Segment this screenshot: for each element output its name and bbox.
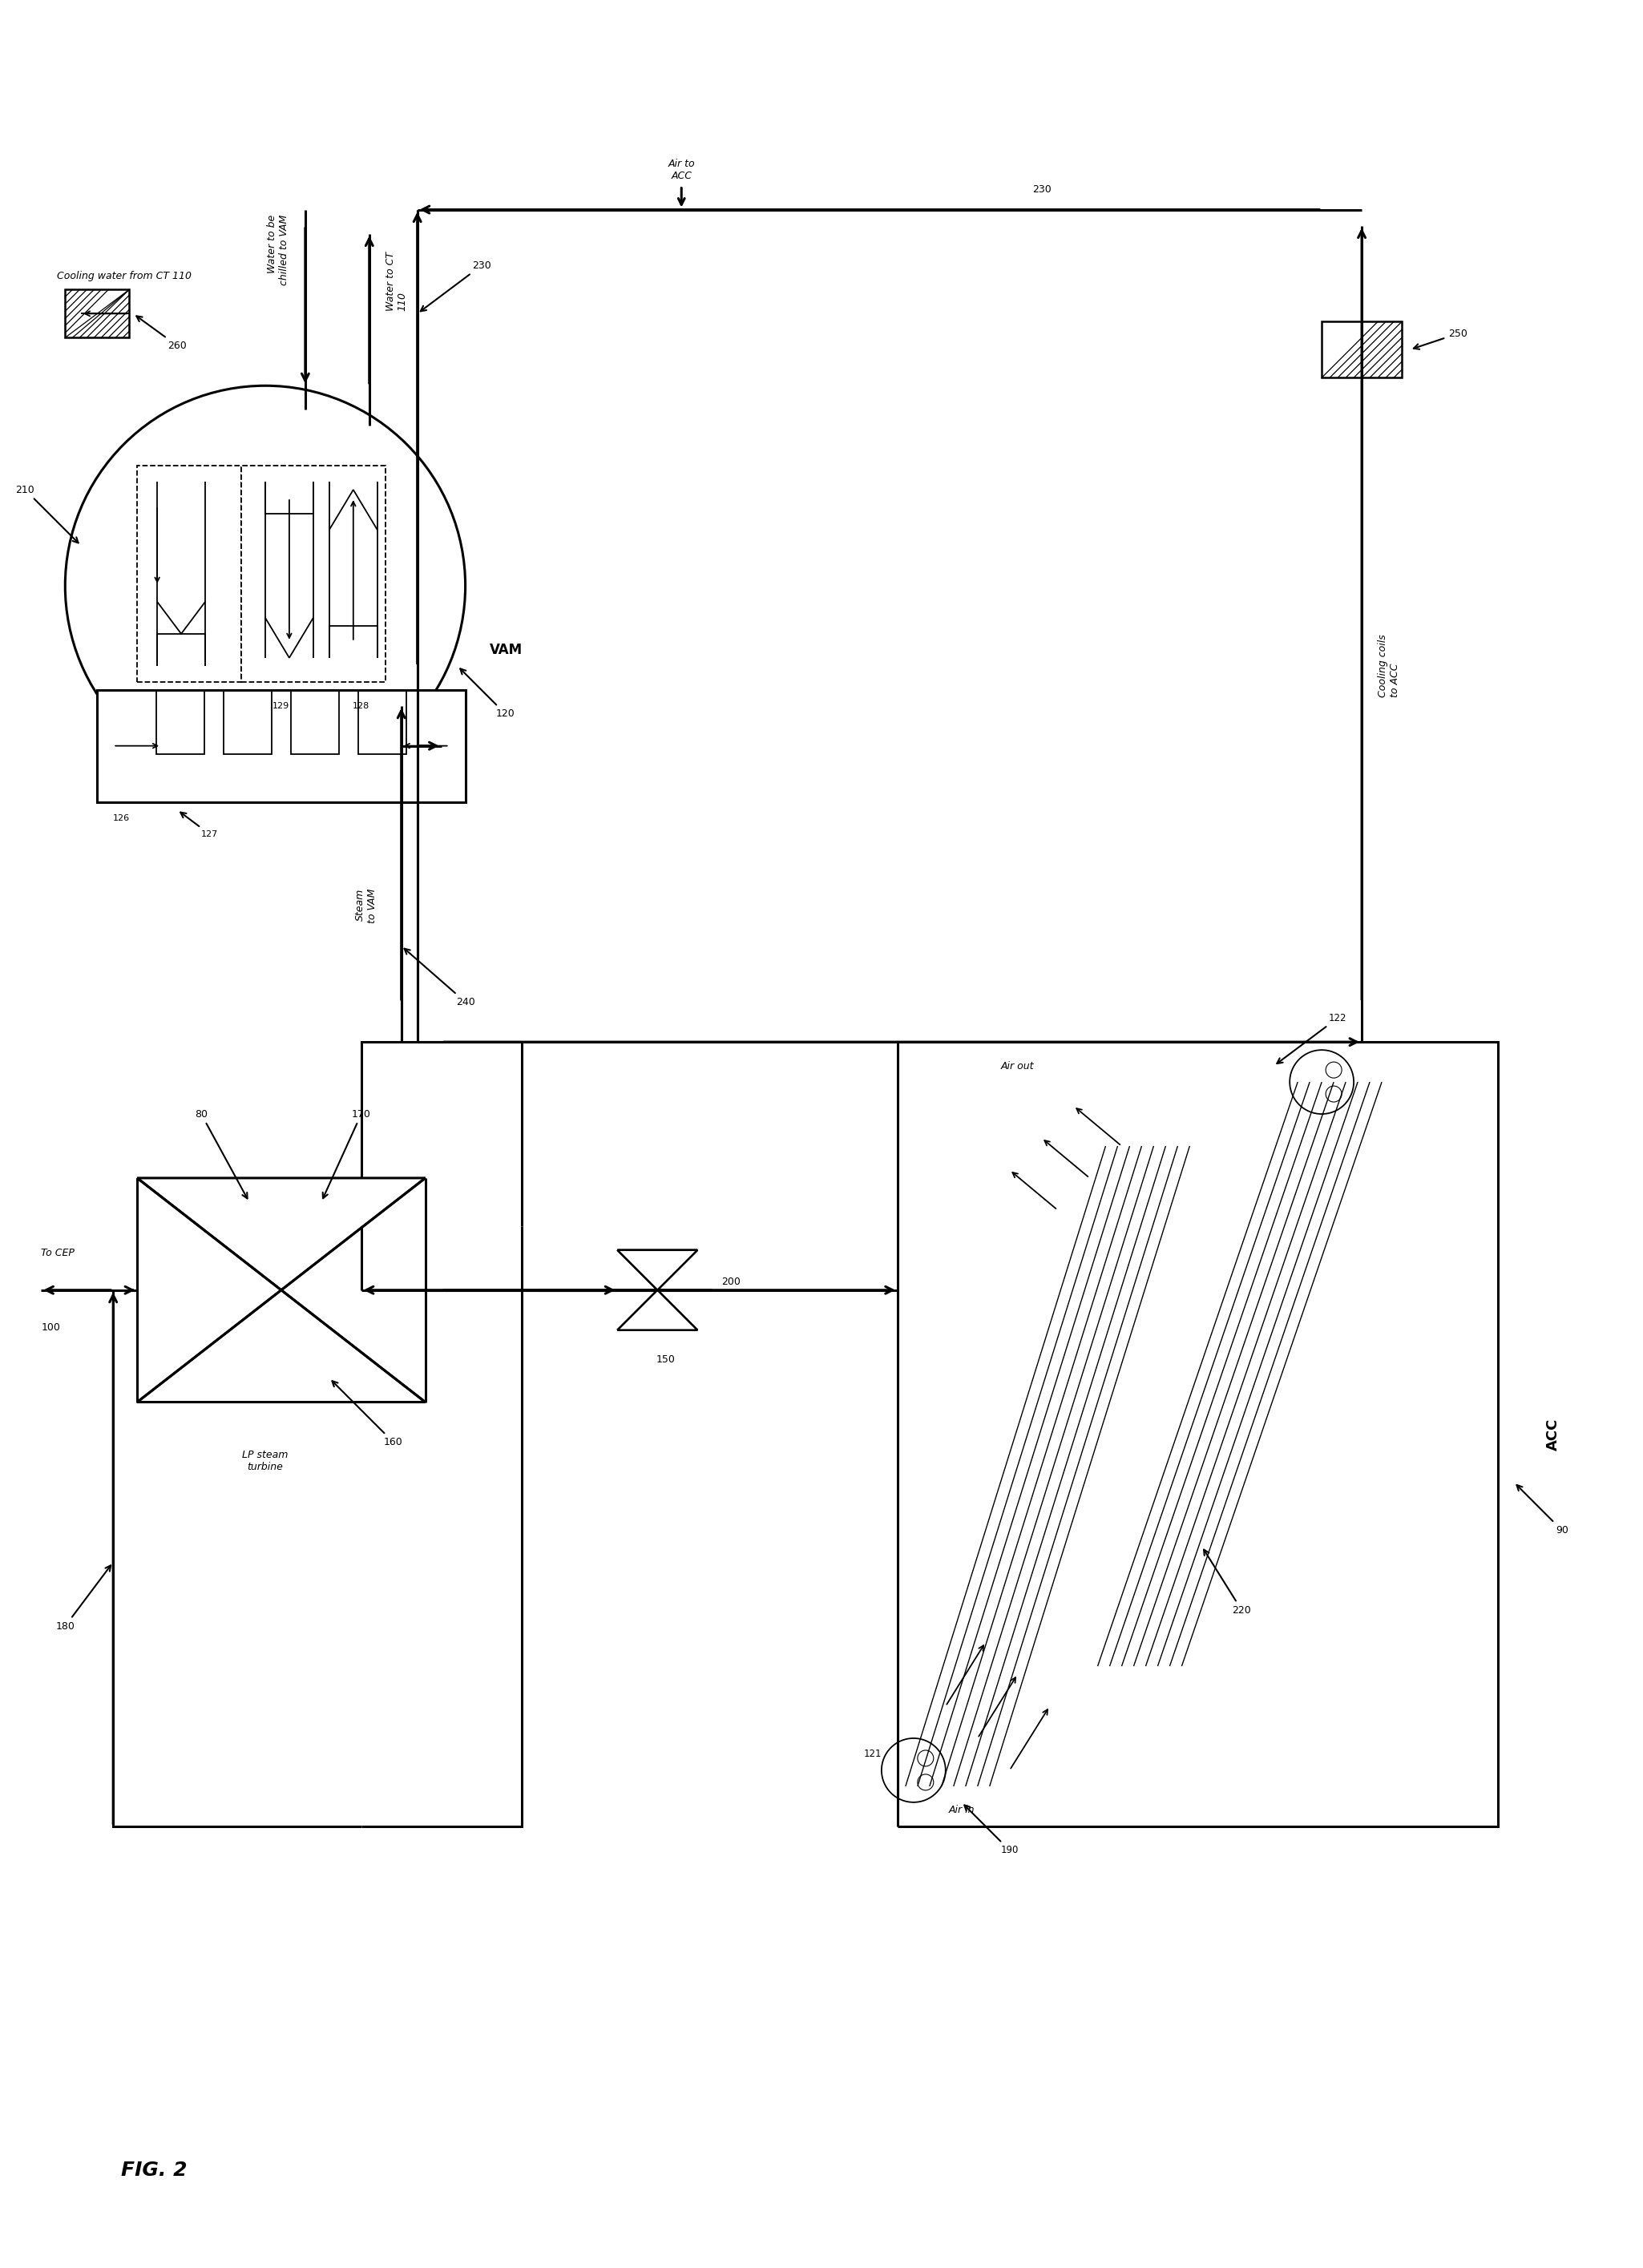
Bar bbox=[242, 465, 386, 683]
Polygon shape bbox=[136, 1290, 426, 1402]
Text: 80: 80 bbox=[196, 1109, 246, 1198]
Text: 100: 100 bbox=[41, 1322, 61, 1334]
Text: 210: 210 bbox=[15, 485, 79, 542]
Bar bbox=[1321, 322, 1401, 379]
Text: VAM: VAM bbox=[490, 642, 522, 658]
Text: 129: 129 bbox=[273, 701, 289, 710]
Text: 200: 200 bbox=[721, 1277, 741, 1288]
Text: 190: 190 bbox=[964, 1805, 1019, 1855]
Text: 230: 230 bbox=[421, 261, 491, 311]
Text: 220: 220 bbox=[1204, 1549, 1252, 1615]
Text: FIG. 2: FIG. 2 bbox=[122, 2161, 187, 2180]
Text: Water to CT
110: Water to CT 110 bbox=[386, 252, 407, 311]
Text: Air out: Air out bbox=[1001, 1061, 1033, 1070]
Polygon shape bbox=[618, 1290, 697, 1329]
Text: 250: 250 bbox=[1413, 329, 1467, 349]
Text: Cooling water from CT 110: Cooling water from CT 110 bbox=[58, 272, 192, 281]
Text: 128: 128 bbox=[353, 701, 370, 710]
Text: 160: 160 bbox=[332, 1381, 403, 1447]
Bar bbox=[97, 689, 465, 803]
Text: Cooling coils
to ACC: Cooling coils to ACC bbox=[1378, 635, 1400, 696]
Text: 126: 126 bbox=[113, 814, 130, 821]
Text: ACC: ACC bbox=[1546, 1418, 1561, 1449]
Text: 121: 121 bbox=[864, 1749, 882, 1760]
Bar bbox=[136, 465, 242, 683]
Text: Steam
to VAM: Steam to VAM bbox=[355, 889, 378, 923]
Text: Water to be
chilled to VAM: Water to be chilled to VAM bbox=[266, 213, 289, 286]
Text: 127: 127 bbox=[181, 812, 219, 837]
Text: 120: 120 bbox=[460, 669, 514, 719]
Polygon shape bbox=[136, 1177, 426, 1290]
Text: Air in: Air in bbox=[948, 1805, 974, 1814]
Text: 260: 260 bbox=[136, 315, 187, 352]
Text: To CEP: To CEP bbox=[41, 1247, 74, 1259]
Bar bbox=[66, 290, 130, 338]
Text: 122: 122 bbox=[1277, 1014, 1347, 1064]
Text: LP steam
turbine: LP steam turbine bbox=[242, 1449, 288, 1472]
Text: 90: 90 bbox=[1516, 1486, 1567, 1535]
Text: 230: 230 bbox=[1032, 184, 1052, 195]
Text: 240: 240 bbox=[404, 948, 475, 1007]
Text: 150: 150 bbox=[656, 1354, 675, 1365]
Circle shape bbox=[882, 1737, 946, 1803]
Text: Air to
ACC: Air to ACC bbox=[669, 159, 695, 181]
Polygon shape bbox=[618, 1250, 697, 1290]
Circle shape bbox=[1290, 1050, 1354, 1114]
Text: 170: 170 bbox=[322, 1109, 371, 1198]
Text: 180: 180 bbox=[56, 1565, 110, 1631]
Circle shape bbox=[66, 386, 465, 785]
